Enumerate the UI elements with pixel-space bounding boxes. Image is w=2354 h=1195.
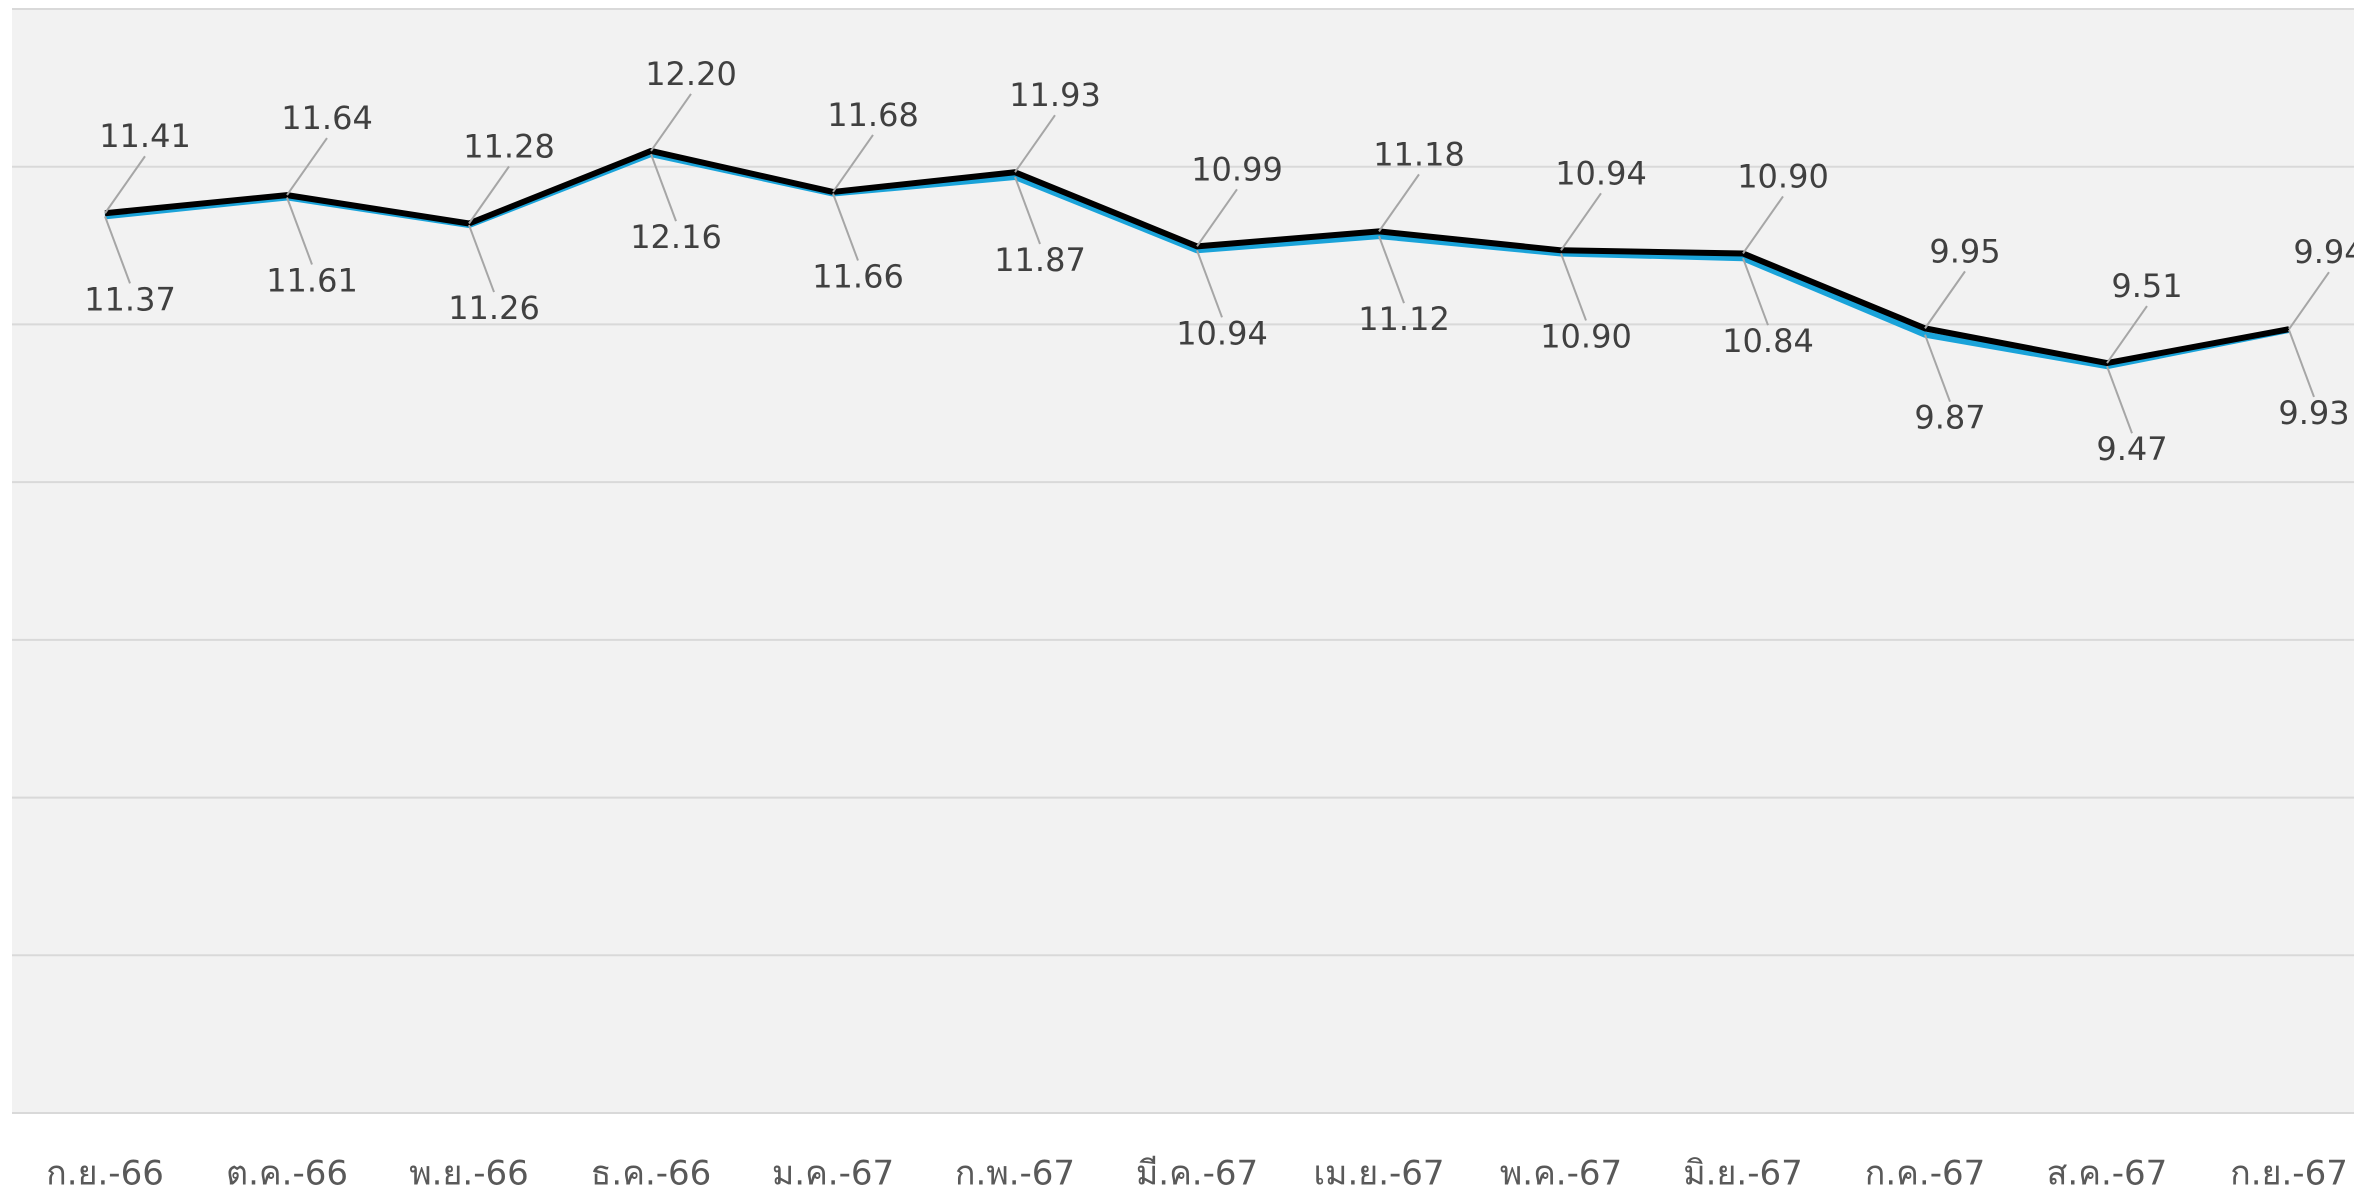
data-label: 10.90	[1737, 157, 1829, 195]
x-tick-label: ก.ค.-67	[1865, 1154, 1985, 1194]
leader-line	[1742, 195, 1784, 255]
data-label: 11.28	[463, 127, 555, 165]
data-label: 12.20	[645, 55, 737, 93]
data-label: 9.47	[2096, 430, 2167, 468]
leader-line	[468, 165, 510, 225]
data-label: 9.51	[2111, 267, 2182, 305]
leader-line	[104, 216, 131, 284]
leader-line	[2288, 329, 2315, 398]
data-label: 10.94	[1176, 314, 1268, 352]
leader-line	[650, 153, 677, 222]
data-label: 10.94	[1555, 154, 1647, 192]
data-label: 9.95	[1929, 232, 2000, 270]
leader-line	[1014, 114, 1056, 173]
leader-line	[286, 197, 313, 265]
data-label: 10.99	[1191, 150, 1283, 188]
data-label: 11.41	[99, 117, 191, 155]
leader-line	[468, 224, 495, 293]
leader-line	[1924, 334, 1951, 403]
x-tick-label: ก.ย.-67	[2230, 1154, 2348, 1194]
leader-line	[1378, 235, 1405, 304]
leader-line	[1924, 270, 1966, 329]
x-tick-label: พ.ย.-66	[409, 1154, 528, 1194]
data-label: 11.61	[266, 261, 358, 299]
leader-line	[650, 93, 692, 152]
leader-line	[286, 137, 328, 196]
leader-line	[104, 155, 146, 214]
data-label: 12.16	[630, 218, 722, 256]
data-label: 11.93	[1009, 76, 1101, 114]
leader-line	[1742, 257, 1769, 326]
plot-area	[12, 9, 2354, 1113]
data-label: 9.93	[2278, 394, 2349, 432]
leader-line	[2288, 271, 2330, 330]
x-tick-label: มิ.ย.-67	[1683, 1154, 1802, 1194]
x-tick-label: มี.ค.-67	[1136, 1154, 1258, 1194]
leader-line	[2106, 365, 2133, 434]
leader-line	[1014, 176, 1041, 245]
data-label: 11.64	[281, 99, 373, 137]
data-label: 11.87	[994, 241, 1086, 279]
x-tick-label: ธ.ค.-66	[591, 1154, 712, 1194]
x-tick-label: ม.ค.-67	[772, 1154, 894, 1194]
leader-line	[1196, 188, 1238, 247]
data-label: 11.37	[84, 280, 176, 318]
x-tick-label: ก.ย.-66	[46, 1154, 164, 1194]
x-tick-label: พ.ค.-67	[1500, 1154, 1622, 1194]
data-label: 10.90	[1540, 317, 1632, 355]
leader-line	[1560, 192, 1602, 251]
leader-line	[1560, 253, 1587, 321]
data-label: 10.84	[1722, 322, 1814, 360]
leader-line	[1196, 249, 1223, 318]
leader-line	[832, 134, 874, 193]
data-label: 11.26	[448, 289, 540, 327]
leader-line	[832, 193, 859, 261]
data-label: 11.12	[1358, 300, 1450, 338]
leader-line	[2106, 305, 2148, 364]
leader-line	[1378, 173, 1420, 232]
x-tick-label: ต.ค.-66	[226, 1154, 348, 1194]
x-tick-label: ส.ค.-67	[2047, 1154, 2168, 1194]
data-label: 9.94	[2293, 233, 2354, 271]
data-label: 11.66	[812, 258, 904, 296]
x-tick-label: ก.พ.-67	[955, 1154, 1075, 1194]
data-label: 11.18	[1373, 135, 1465, 173]
data-label: 11.68	[827, 96, 919, 134]
x-tick-label: เม.ย.-67	[1313, 1154, 1444, 1194]
data-label: 9.87	[1914, 399, 1985, 437]
